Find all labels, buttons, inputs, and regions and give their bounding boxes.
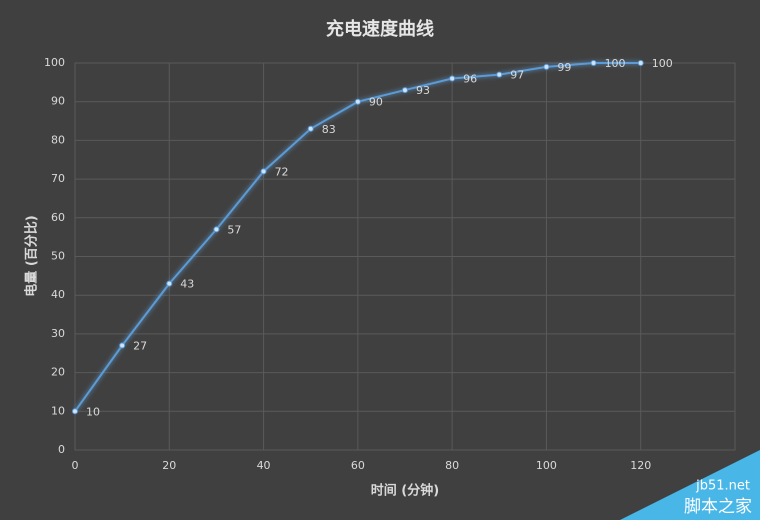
y-tick-label: 30 <box>51 327 65 340</box>
data-point <box>590 60 597 66</box>
y-tick-label: 80 <box>51 133 65 146</box>
data-point <box>72 408 78 415</box>
data-point <box>166 280 173 287</box>
chart-title: 充电速度曲线 <box>326 18 434 40</box>
x-tick-label: 60 <box>351 459 365 472</box>
y-tick-label: 20 <box>51 366 65 379</box>
data-label: 97 <box>510 69 524 82</box>
y-tick-label: 100 <box>44 56 65 69</box>
data-point <box>260 168 267 175</box>
y-tick-label: 10 <box>51 404 65 417</box>
y-tick-label: 90 <box>51 95 65 108</box>
data-label: 10 <box>86 405 100 418</box>
y-tick-label: 70 <box>51 172 65 185</box>
data-label: 96 <box>463 72 477 85</box>
data-point <box>496 71 503 78</box>
x-tick-label: 100 <box>536 459 557 472</box>
x-tick-label: 120 <box>630 459 651 472</box>
data-label: 83 <box>322 123 336 136</box>
x-tick-label: 20 <box>162 459 176 472</box>
data-label: 27 <box>133 340 147 353</box>
data-point <box>307 125 314 132</box>
data-point <box>119 342 126 349</box>
data-label: 90 <box>369 96 383 109</box>
data-label: 99 <box>557 61 571 74</box>
watermark-band <box>620 450 760 520</box>
data-label: 57 <box>227 223 241 236</box>
data-point <box>213 226 220 233</box>
x-tick-label: 40 <box>257 459 271 472</box>
y-tick-label: 0 <box>58 443 65 456</box>
data-point <box>449 75 456 82</box>
data-label: 100 <box>605 57 626 70</box>
x-tick-label: 80 <box>445 459 459 472</box>
data-point <box>354 98 361 105</box>
y-tick-label: 50 <box>51 250 65 263</box>
data-label: 93 <box>416 84 430 97</box>
x-axis-label: 时间 (分钟) <box>371 483 439 499</box>
data-label: 100 <box>652 57 673 70</box>
data-label: 43 <box>180 278 194 291</box>
data-point <box>402 87 408 94</box>
x-tick-label: 0 <box>72 459 79 472</box>
y-tick-label: 40 <box>51 288 65 301</box>
data-point <box>637 60 644 66</box>
watermark-site: jb51.net <box>695 479 750 494</box>
data-label: 72 <box>275 165 289 178</box>
watermark-name: 脚本之家 <box>684 497 752 517</box>
y-axis-label: 电量 (百分比) <box>24 215 40 296</box>
y-tick-label: 60 <box>51 211 65 224</box>
data-point <box>543 63 550 70</box>
